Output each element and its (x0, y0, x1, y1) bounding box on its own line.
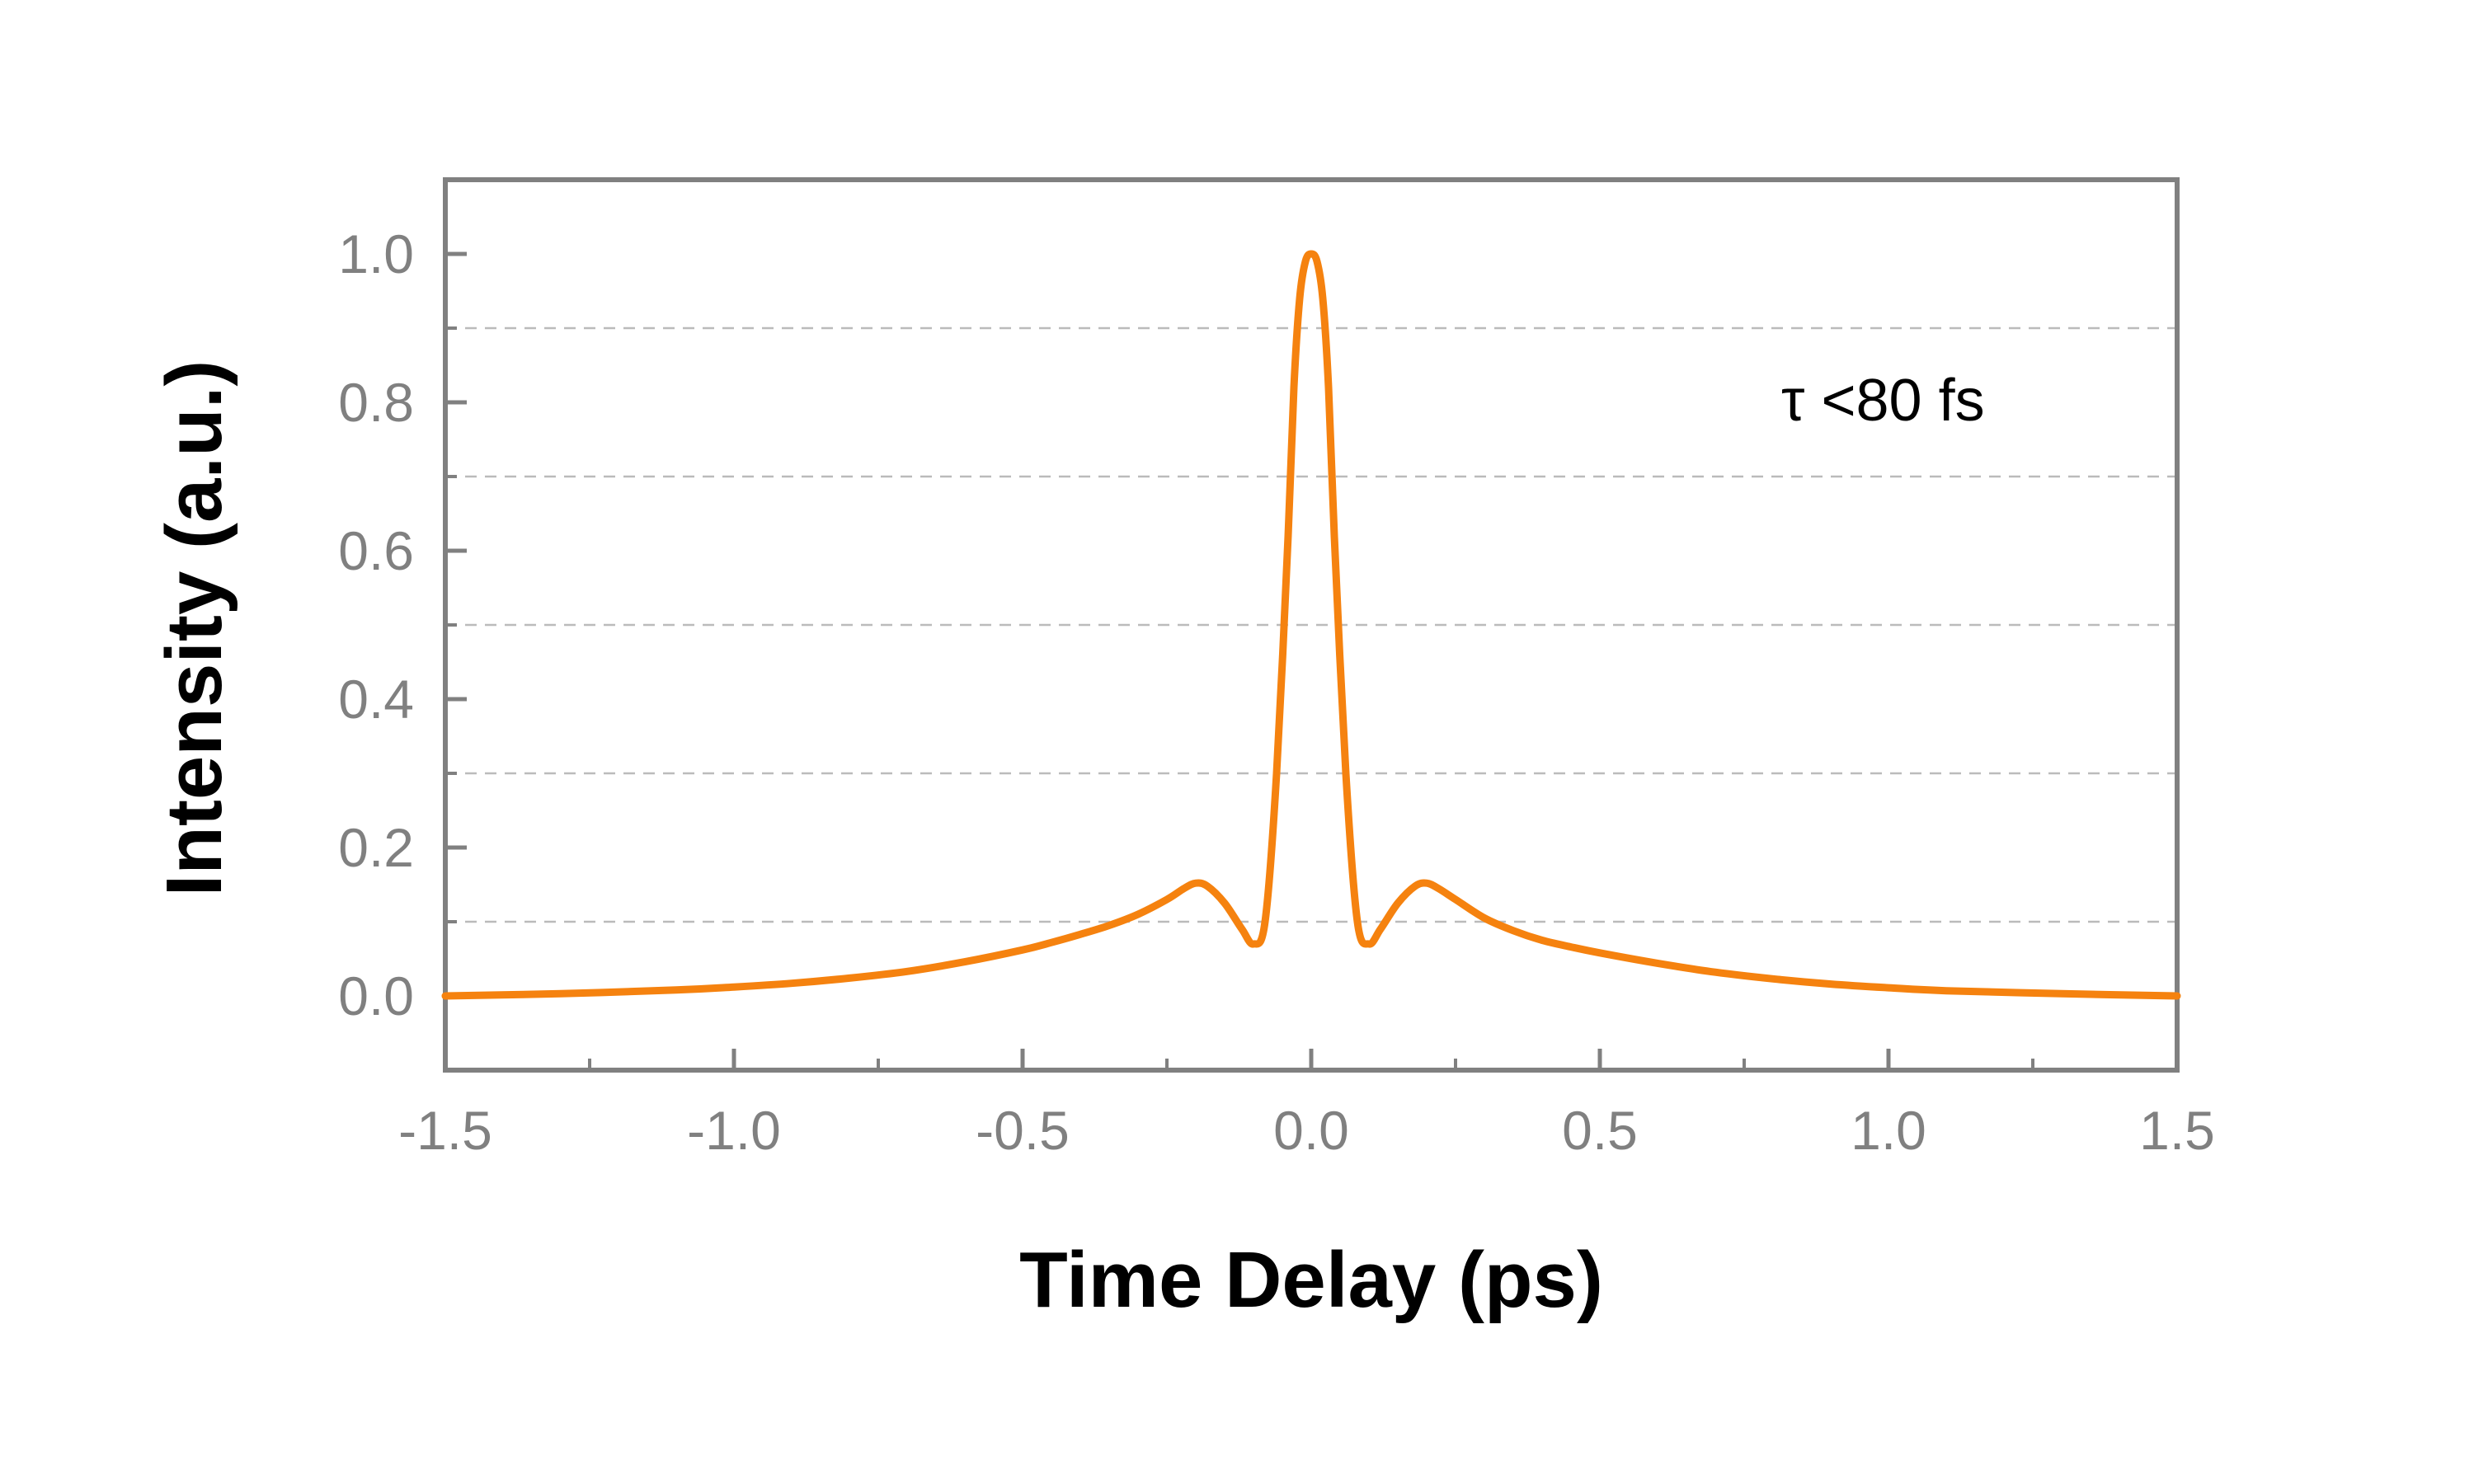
plot-frame (443, 177, 2180, 1073)
series-line (441, 250, 2181, 1000)
y-tick-label: 0.8 (338, 372, 414, 433)
x-axis-title: Time Delay (ps) (1019, 1236, 1603, 1324)
x-tick-label: -1.0 (687, 1100, 781, 1161)
x-tick-label: 0.5 (1562, 1100, 1638, 1161)
y-axis-title: Intensity (a.u.) (150, 360, 238, 897)
y-tick-label: 0.4 (338, 669, 414, 730)
y-tick-label: 1.0 (338, 223, 414, 284)
pulse-width-annotation: τ <80 fs (1781, 368, 1985, 434)
y-tick-label: 0.2 (338, 817, 414, 878)
grid-lines (445, 326, 2177, 923)
x-tick-label: 1.0 (1851, 1100, 1926, 1161)
y-tick-label: 0.0 (338, 965, 414, 1026)
x-tick-label: 0.0 (1273, 1100, 1349, 1161)
x-tick-label: -0.5 (976, 1100, 1070, 1161)
y-tick-label: 0.6 (338, 520, 414, 581)
x-tick-labels: -1.5 -1.0 -0.5 0.0 0.5 1.0 1.5 (398, 1100, 2215, 1161)
x-tick-label: 1.5 (2139, 1100, 2215, 1161)
y-tick-labels: 0.0 0.2 0.4 0.6 0.8 1.0 (338, 223, 414, 1026)
x-tick-label: -1.5 (398, 1100, 492, 1161)
